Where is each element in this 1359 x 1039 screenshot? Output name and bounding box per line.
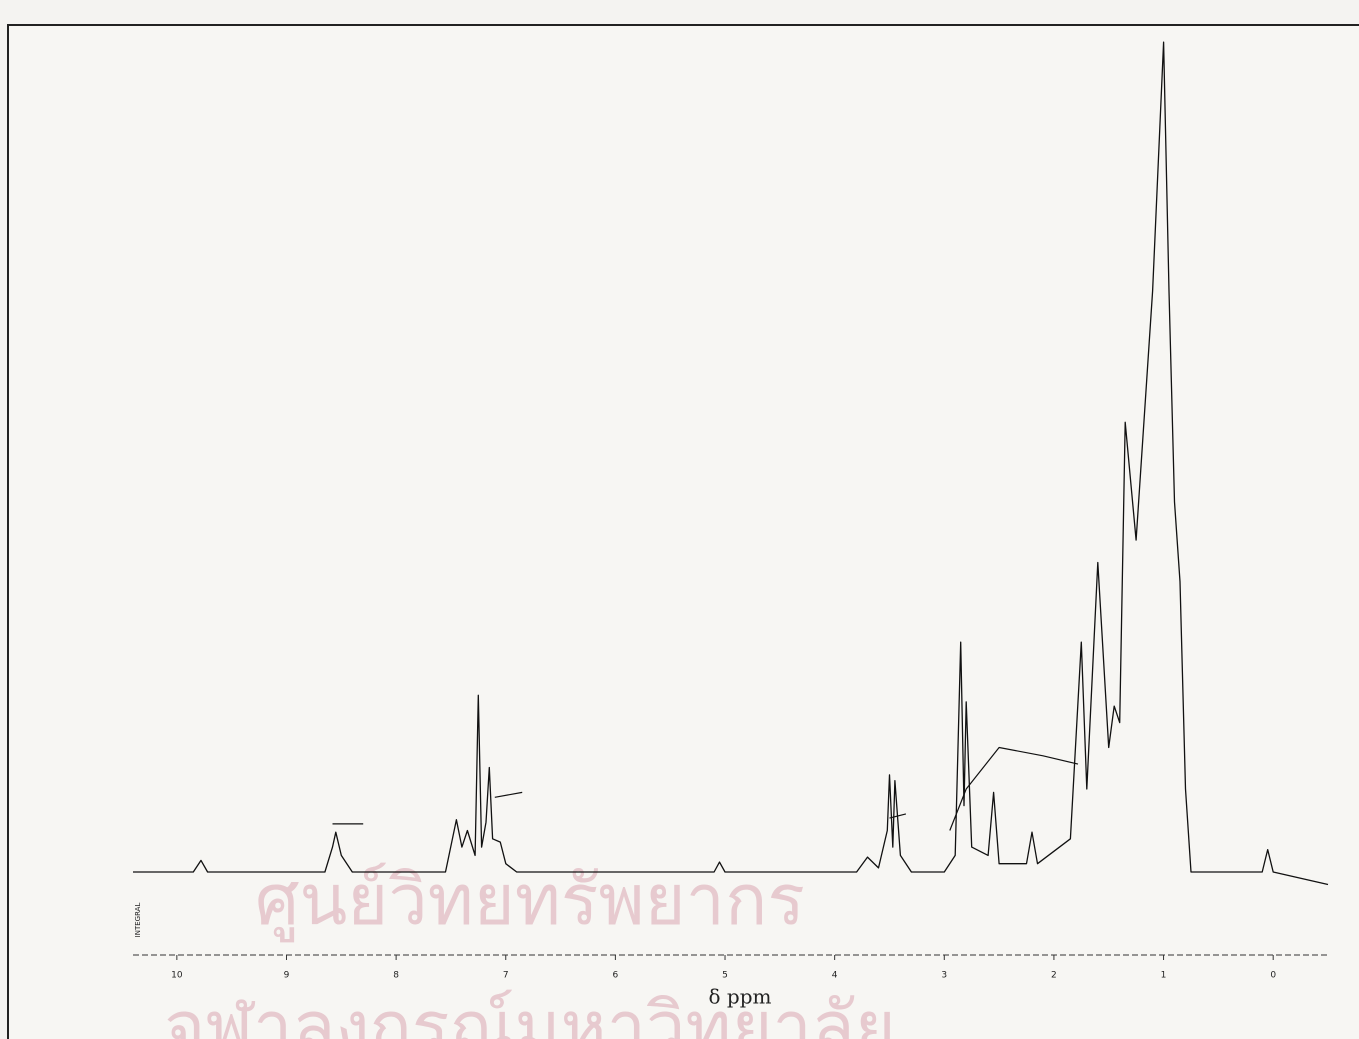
x-tick-label: 2 [1051, 971, 1057, 981]
x-tick-label: 8 [393, 971, 399, 981]
integral-line [332, 746, 1079, 831]
x-axis-label: δ ppm [709, 985, 772, 1009]
x-tick-label: 3 [941, 971, 947, 981]
frame [7, 24, 1359, 1039]
x-tick-label: 6 [613, 971, 619, 981]
watermark: ศูนย์วิทยทรัพยากร [255, 859, 805, 943]
x-tick-label: 1 [1161, 971, 1167, 981]
x-tick-label: 9 [284, 971, 290, 981]
x-tick-label: 0 [1270, 971, 1276, 981]
x-tick-label: 10 [171, 971, 183, 981]
integral-label: INTEGRAL [134, 903, 142, 938]
x-tick-label: 4 [832, 971, 838, 981]
watermark: จุฬาลงกรณ์มหาวิทยาลัย [164, 986, 895, 1039]
spectrum-line [133, 41, 1329, 886]
x-tick-label: 5 [722, 971, 728, 981]
x-tick-label: 7 [503, 971, 509, 981]
